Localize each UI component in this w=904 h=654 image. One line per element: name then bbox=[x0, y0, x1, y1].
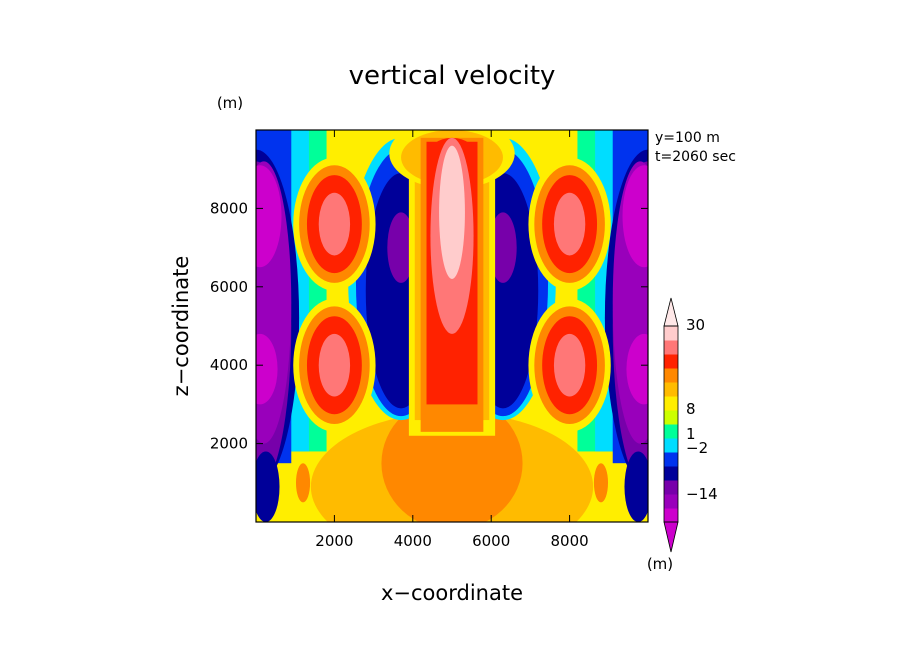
colorbar-swatch bbox=[664, 452, 678, 467]
colorbar-swatch bbox=[664, 326, 678, 341]
right-lobe-upper-pink bbox=[553, 192, 586, 256]
colorbar-max-extension bbox=[663, 297, 679, 327]
colorbar-swatch bbox=[664, 382, 678, 397]
y-tick-label: 6000 bbox=[210, 278, 248, 296]
left-magenta-upper bbox=[256, 165, 282, 268]
colorbar-swatch bbox=[664, 466, 678, 481]
left-lobe-upper-pink bbox=[318, 192, 351, 256]
colorbar-swatch bbox=[664, 410, 678, 425]
left-magenta-lower bbox=[256, 333, 278, 405]
colorbar-label: −2 bbox=[686, 439, 708, 457]
right-lobe-lower-pink bbox=[553, 333, 586, 397]
x-tick-label: 2000 bbox=[315, 532, 353, 550]
right-bottom-orange-spot bbox=[593, 463, 609, 503]
colorbar-swatch bbox=[664, 340, 678, 355]
colorbar-swatch bbox=[664, 396, 678, 411]
colorbar-label: 30 bbox=[686, 316, 705, 334]
left-bottom-orange-spot bbox=[295, 463, 311, 503]
x-axis-ticks: 2000 4000 6000 8000 bbox=[315, 130, 589, 550]
colorbar-swatch bbox=[664, 368, 678, 383]
right-magenta-upper bbox=[622, 165, 648, 268]
left-lobe-lower-pink bbox=[318, 333, 351, 397]
velocity-field bbox=[256, 130, 648, 522]
colorbar-min-extension bbox=[663, 521, 679, 553]
y-tick-label: 2000 bbox=[210, 435, 248, 453]
left-purple-downdraft-core bbox=[387, 212, 415, 283]
y-axis-label: z−coordinate bbox=[169, 256, 193, 397]
colorbar-swatch bbox=[664, 508, 678, 523]
plot-frame bbox=[255, 129, 649, 523]
colorbar-swatch bbox=[664, 480, 678, 495]
x-tick-label: 8000 bbox=[551, 532, 589, 550]
colorbar-swatch bbox=[664, 424, 678, 439]
colorbar-swatch bbox=[664, 438, 678, 453]
y-tick-label: 4000 bbox=[210, 356, 248, 374]
colorbar-frame bbox=[663, 325, 679, 523]
colorbar-unit-label: (m) bbox=[647, 555, 673, 573]
colorbar-label: 1 bbox=[686, 425, 696, 443]
plot-area bbox=[256, 130, 648, 522]
x-axis-label: x−coordinate bbox=[381, 581, 523, 605]
y-tick-label: 8000 bbox=[210, 199, 248, 217]
x-tick-label: 4000 bbox=[394, 532, 432, 550]
colorbar: 30 8 1−2 −14 bbox=[663, 297, 718, 553]
right-bottom-navy bbox=[624, 451, 648, 522]
x-tick-label: 6000 bbox=[472, 532, 510, 550]
colorbar-swatch bbox=[664, 494, 678, 509]
y-axis-ticks: 2000 4000 6000 8000 bbox=[210, 199, 648, 453]
colorbar-label: −14 bbox=[686, 485, 718, 503]
left-bottom-navy bbox=[256, 451, 280, 522]
annotation-t: t=2060 sec bbox=[655, 149, 736, 165]
colorbar-swatch bbox=[664, 354, 678, 369]
y-unit-label: (m) bbox=[217, 94, 243, 112]
annotation-y: y=100 m bbox=[655, 130, 720, 146]
colorbar-label: 8 bbox=[686, 400, 696, 418]
right-magenta-lower bbox=[626, 333, 648, 405]
chart-title: vertical velocity bbox=[349, 61, 556, 91]
center-light-pink-core bbox=[439, 145, 465, 279]
right-purple-downdraft-core bbox=[489, 212, 517, 283]
